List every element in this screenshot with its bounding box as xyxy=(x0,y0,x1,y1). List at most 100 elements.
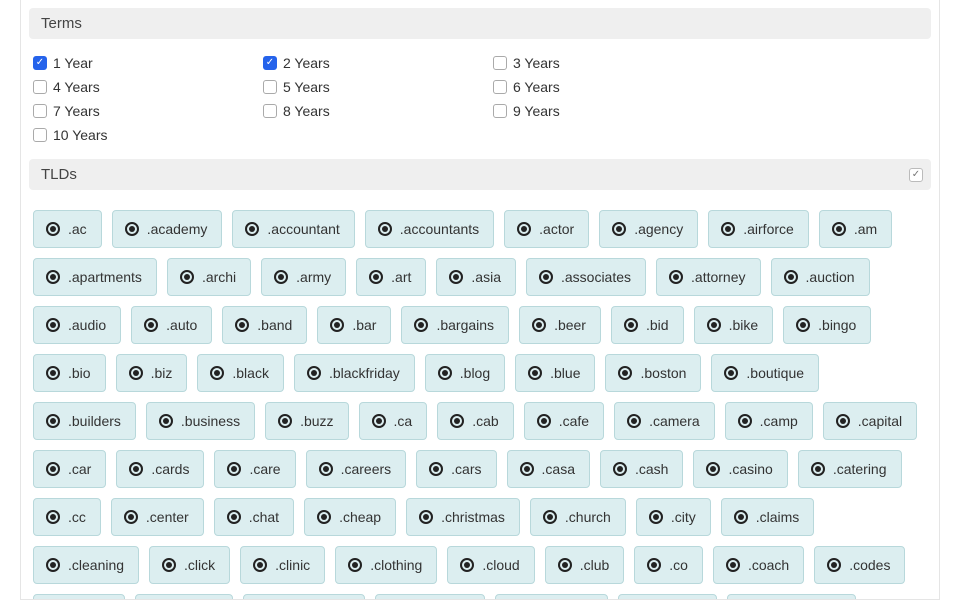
term-option[interactable]: 7 Years xyxy=(33,103,253,119)
tld-chip[interactable]: .ca xyxy=(359,402,428,440)
tld-chip[interactable]: .club xyxy=(545,546,625,584)
tld-chip[interactable]: .biz xyxy=(116,354,188,392)
tld-chip[interactable]: .boutique xyxy=(711,354,819,392)
tld-chip[interactable]: .clothing xyxy=(335,546,437,584)
tld-chip[interactable]: .cheap xyxy=(304,498,396,536)
tld-chip[interactable]: .click xyxy=(149,546,230,584)
tld-chip[interactable]: .coach xyxy=(713,546,804,584)
tld-chip[interactable]: .audio xyxy=(33,306,121,344)
tld-chip[interactable]: .cafe xyxy=(524,402,604,440)
tld-chip[interactable]: .church xyxy=(530,498,626,536)
tld-chip[interactable]: .clinic xyxy=(240,546,325,584)
tlds-select-all-checkbox[interactable]: ✓ xyxy=(909,168,923,182)
term-checkbox[interactable] xyxy=(493,104,507,118)
tld-chip[interactable]: .bar xyxy=(317,306,391,344)
tld-chip[interactable]: .builders xyxy=(33,402,136,440)
tld-chip[interactable]: .buzz xyxy=(265,402,348,440)
tld-chip[interactable]: .camera xyxy=(614,402,715,440)
term-option[interactable]: 9 Years xyxy=(493,103,713,119)
tld-chip[interactable]: .art xyxy=(356,258,426,296)
tld-chip[interactable]: .band xyxy=(222,306,307,344)
tld-chip[interactable]: .bingo xyxy=(783,306,871,344)
term-option[interactable]: 3 Years xyxy=(493,55,713,71)
tld-chip[interactable]: .casa xyxy=(507,450,590,488)
tld-chip[interactable]: .blog xyxy=(425,354,505,392)
tld-chip[interactable]: .city xyxy=(636,498,711,536)
tld-chip[interactable]: .bargains xyxy=(401,306,509,344)
term-checkbox[interactable] xyxy=(33,56,47,70)
term-checkbox[interactable] xyxy=(493,80,507,94)
tld-chip[interactable]: .careers xyxy=(306,450,407,488)
tld-chip[interactable]: .accountants xyxy=(365,210,494,248)
tld-chip[interactable]: .bio xyxy=(33,354,106,392)
term-checkbox[interactable] xyxy=(33,80,47,94)
tld-chip[interactable]: .beer xyxy=(519,306,601,344)
tld-chip[interactable]: .academy xyxy=(112,210,223,248)
tld-chip[interactable]: .business xyxy=(146,402,255,440)
tld-chip[interactable]: .apartments xyxy=(33,258,157,296)
tld-chip[interactable]: .claims xyxy=(721,498,815,536)
tld-chip[interactable]: .car xyxy=(33,450,106,488)
tld-chip[interactable]: .actor xyxy=(504,210,589,248)
tld-chip[interactable]: .camp xyxy=(725,402,813,440)
tld-chip[interactable]: .company xyxy=(375,594,486,600)
tld-label: .coach xyxy=(748,557,789,573)
tld-chip[interactable]: .cards xyxy=(116,450,204,488)
tld-chip[interactable]: .asia xyxy=(436,258,516,296)
tld-chip[interactable]: .ac xyxy=(33,210,102,248)
tld-chip[interactable]: .capital xyxy=(823,402,917,440)
term-option[interactable]: 6 Years xyxy=(493,79,713,95)
tld-chip[interactable]: .army xyxy=(261,258,346,296)
tld-chip[interactable]: .coffee xyxy=(33,594,125,600)
term-option[interactable]: 10 Years xyxy=(33,127,253,143)
tld-chip[interactable]: .agency xyxy=(599,210,698,248)
tld-radio-icon xyxy=(317,510,331,524)
tld-chip[interactable]: .cars xyxy=(416,450,496,488)
tld-chip[interactable]: .cloud xyxy=(447,546,534,584)
term-checkbox[interactable] xyxy=(33,128,47,142)
tld-chip[interactable]: .auction xyxy=(771,258,870,296)
tld-chip[interactable]: .chat xyxy=(214,498,294,536)
term-checkbox[interactable] xyxy=(493,56,507,70)
tld-chip[interactable]: .auto xyxy=(131,306,212,344)
tld-chip[interactable]: .blue xyxy=(515,354,595,392)
tld-chip[interactable]: .co xyxy=(634,546,703,584)
tld-radio-icon xyxy=(450,414,464,428)
tld-chip[interactable]: .community xyxy=(243,594,365,600)
term-checkbox[interactable] xyxy=(263,80,277,94)
tld-chip[interactable]: .college xyxy=(135,594,233,600)
tld-chip[interactable]: .condos xyxy=(618,594,717,600)
tld-chip[interactable]: .catering xyxy=(798,450,902,488)
tld-chip[interactable]: .attorney xyxy=(656,258,760,296)
tld-chip[interactable]: .bid xyxy=(611,306,684,344)
tld-chip[interactable]: .christmas xyxy=(406,498,520,536)
tld-chip[interactable]: .associates xyxy=(526,258,646,296)
tld-chip[interactable]: .construction xyxy=(727,594,856,600)
tld-chip[interactable]: .casino xyxy=(693,450,787,488)
tld-chip[interactable]: .codes xyxy=(814,546,905,584)
term-option[interactable]: 8 Years xyxy=(263,103,483,119)
tld-chip[interactable]: .cash xyxy=(600,450,683,488)
tld-chip[interactable]: .archi xyxy=(167,258,251,296)
tld-chip[interactable]: .accountant xyxy=(232,210,354,248)
term-option[interactable]: 1 Year xyxy=(33,55,253,71)
term-option[interactable]: 2 Years xyxy=(263,55,483,71)
term-option[interactable]: 5 Years xyxy=(263,79,483,95)
tld-chip[interactable]: .computer xyxy=(495,594,607,600)
tld-chip[interactable]: .center xyxy=(111,498,204,536)
tld-label: .cloud xyxy=(482,557,519,573)
tld-chip[interactable]: .boston xyxy=(605,354,701,392)
term-checkbox[interactable] xyxy=(263,56,277,70)
tld-chip[interactable]: .cc xyxy=(33,498,101,536)
tld-chip[interactable]: .bike xyxy=(694,306,774,344)
tld-chip[interactable]: .blackfriday xyxy=(294,354,415,392)
term-checkbox[interactable] xyxy=(33,104,47,118)
tld-chip[interactable]: .am xyxy=(819,210,892,248)
tld-chip[interactable]: .cleaning xyxy=(33,546,139,584)
tld-chip[interactable]: .black xyxy=(197,354,284,392)
tld-chip[interactable]: .care xyxy=(214,450,295,488)
tld-chip[interactable]: .airforce xyxy=(708,210,809,248)
term-checkbox[interactable] xyxy=(263,104,277,118)
term-option[interactable]: 4 Years xyxy=(33,79,253,95)
tld-chip[interactable]: .cab xyxy=(437,402,513,440)
